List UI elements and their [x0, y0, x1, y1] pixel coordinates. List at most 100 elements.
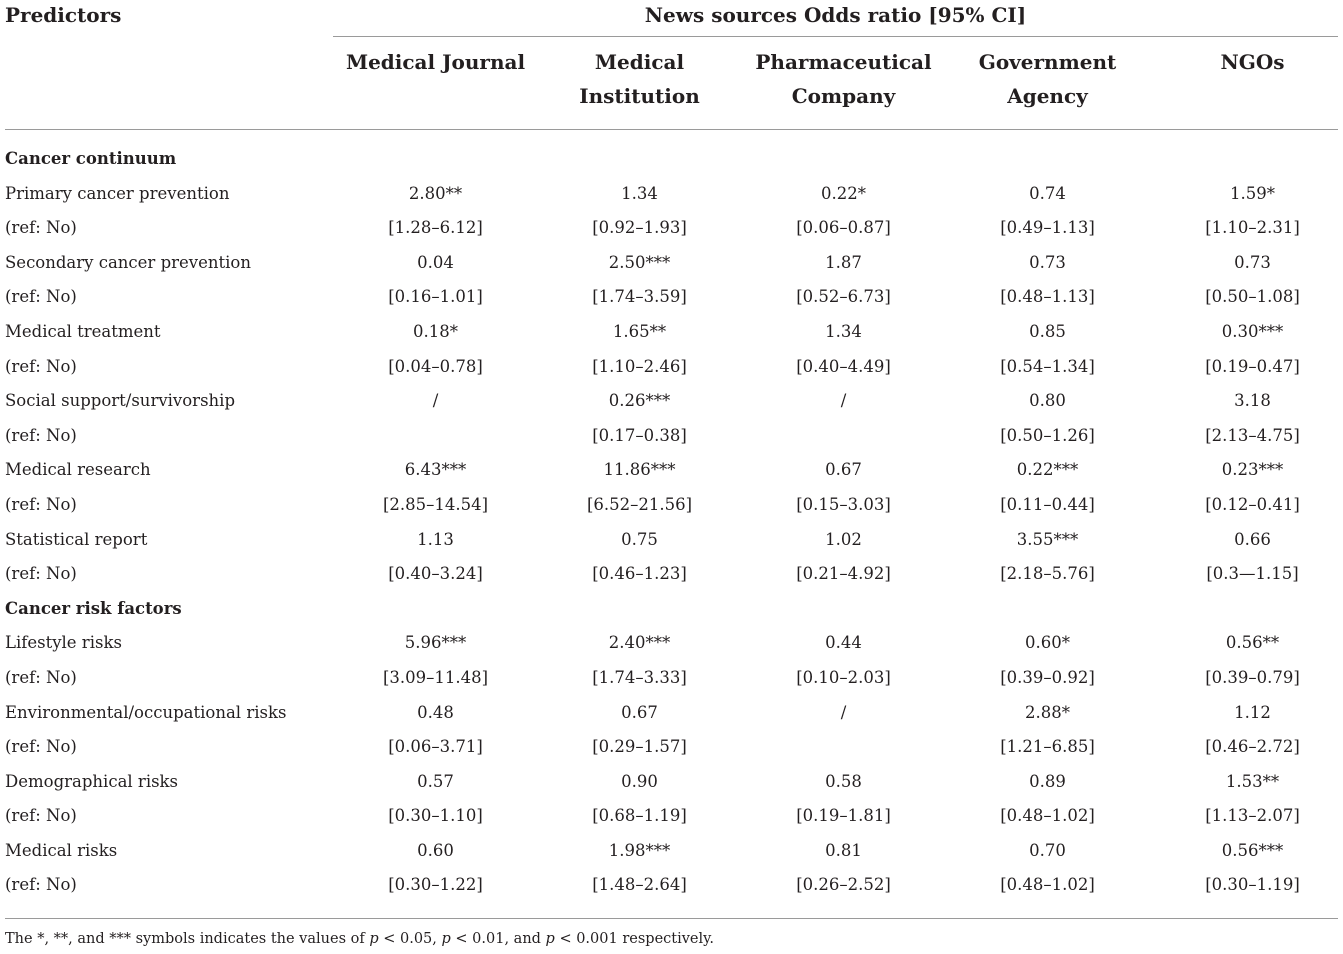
row-label: (ref: No): [5, 218, 77, 238]
table-cell: 11.86***: [603, 460, 676, 480]
row-label: Secondary cancer prevention: [5, 252, 251, 272]
table-cell: [0.30–1.22]: [388, 875, 483, 895]
table-cell: [1.10–2.46]: [592, 356, 687, 376]
table-row: Primary cancer prevention 2.80** 1.34 0.22*…: [0, 177, 1343, 212]
table-cell: [1.74–3.33]: [592, 667, 687, 687]
table-cell: [0.48–1.02]: [1000, 875, 1095, 895]
row-label: Environmental/occupational risks: [5, 702, 287, 722]
table-row: (ref: No) [0.30–1.10] [0.68–1.19] [0.19–1.8…: [0, 799, 1343, 834]
column-header-medical-institution: Medical Institution: [579, 50, 700, 108]
table-cell: 0.04: [417, 252, 454, 272]
row-label: Medical treatment: [5, 321, 161, 341]
table-cell: [0.06–3.71]: [388, 737, 483, 757]
table-cell: [1.28–6.12]: [388, 218, 483, 238]
table-cell: 2.80**: [408, 183, 463, 203]
table-cell: 0.66: [1234, 529, 1271, 549]
table-cell: 0.81: [825, 840, 862, 860]
table-cell: 1.59*: [1230, 183, 1275, 203]
section-label: Cancer risk factors: [5, 598, 182, 618]
row-label: (ref: No): [5, 356, 77, 376]
table-cell: [0.39–0.92]: [1000, 667, 1095, 687]
table-cell: [0.46–1.23]: [592, 564, 687, 584]
table-cell: [2.18–5.76]: [1000, 564, 1095, 584]
column-header-government-agency: Government Agency: [978, 50, 1117, 108]
table-cell: 0.89: [1029, 771, 1066, 791]
table-cell: [1.74–3.59]: [592, 287, 687, 307]
footnote: The *, **, and *** symbols indicates the…: [5, 931, 715, 947]
table-cell: [0.29–1.57]: [592, 737, 687, 757]
header-bottom-rule: [5, 129, 1338, 130]
table-row: Environmental/occupational risks 0.48 0.67…: [0, 696, 1343, 731]
table-cell: 2.88*: [1025, 702, 1070, 722]
table-cell: 3.18: [1234, 391, 1271, 411]
table-cell: [1.13–2.07]: [1205, 806, 1300, 826]
table-cell: 0.73: [1029, 252, 1066, 272]
row-label: Demographical risks: [5, 771, 179, 791]
section-row: Cancer risk factors: [0, 592, 1343, 627]
table-cell: /: [840, 702, 847, 722]
table-cell: 0.23***: [1221, 460, 1284, 480]
table-cell: 0.74: [1029, 183, 1066, 203]
news-sources-header: News sources Odds ratio [95% CI]: [644, 3, 1027, 27]
table-cell: 2.40***: [608, 633, 671, 653]
row-label: (ref: No): [5, 806, 77, 826]
table-cell: 0.44: [825, 633, 862, 653]
table-cell: 0.60*: [1025, 633, 1070, 653]
table-cell: [0.52–6.73]: [796, 287, 891, 307]
table-cell: 0.48: [417, 702, 454, 722]
table-cell: [6.52–21.56]: [586, 494, 693, 514]
row-label: Medical risks: [5, 840, 118, 860]
row-label: (ref: No): [5, 564, 77, 584]
table-cell: 1.34: [825, 321, 862, 341]
row-label: (ref: No): [5, 667, 77, 687]
table-cell: 0.56***: [1221, 840, 1284, 860]
table-cell: [0.11–0.44]: [1000, 494, 1095, 514]
table-cell: 0.85: [1029, 321, 1066, 341]
table-cell: [0.48–1.13]: [1000, 287, 1095, 307]
row-label: Medical research: [5, 460, 151, 480]
section-label: Cancer continuum: [5, 149, 177, 168]
table-cell: [2.13–4.75]: [1205, 425, 1300, 445]
table-cell: [0.40–3.24]: [388, 564, 483, 584]
table-row: (ref: No) [1.28–6.12] [0.92–1.93] [0.06–0.8…: [0, 211, 1343, 246]
table-cell: 0.67: [825, 460, 862, 480]
table-row: Medical risks 0.60 1.98*** 0.81 0.70 0.56***: [0, 834, 1343, 869]
table-row: Medical research 6.43*** 11.86*** 0.67 0.22*…: [0, 453, 1343, 488]
table-bottom-rule: [5, 918, 1338, 919]
row-label: Social support/survivorship: [5, 391, 236, 411]
table-row: (ref: No) [0.40–3.24] [0.46–1.23] [0.21–4.9…: [0, 557, 1343, 592]
table-cell: 1.53**: [1225, 771, 1280, 791]
table-cell: 0.18*: [413, 321, 458, 341]
table-cell: 3.55***: [1016, 529, 1079, 549]
table-cell: 0.73: [1234, 252, 1271, 272]
table-cell: [0.40–4.49]: [796, 356, 891, 376]
table-cell: /: [840, 391, 847, 411]
table-cell: [0.48–1.02]: [1000, 806, 1095, 826]
table-cell: 1.34: [621, 183, 658, 203]
table-row: Demographical risks 0.57 0.90 0.58 0.89 1.53*…: [0, 765, 1343, 800]
table-cell: [0.12–0.41]: [1205, 494, 1300, 514]
table-cell: 0.22***: [1016, 460, 1079, 480]
table-cell: 0.67: [621, 702, 658, 722]
column-header-medical-journal: Medical Journal: [345, 50, 526, 74]
table-cell: [0.26–2.52]: [796, 875, 891, 895]
table-cell: [1.10–2.31]: [1205, 218, 1300, 238]
table-cell: [1.48–2.64]: [592, 875, 687, 895]
table-cell: [0.49–1.13]: [1000, 218, 1095, 238]
table-cell: 1.65**: [612, 321, 667, 341]
table-row: Social support/survivorship / 0.26*** / 0.80…: [0, 384, 1343, 419]
table-cell: 1.02: [825, 529, 862, 549]
table-cell: [0.21–4.92]: [796, 564, 891, 584]
table-row: (ref: No) [0.04–0.78] [1.10–2.46] [0.40–4.4…: [0, 350, 1343, 385]
table-cell: 0.80: [1029, 391, 1066, 411]
table-row: (ref: No) [0.30–1.22] [1.48–2.64] [0.26–2.5…: [0, 868, 1343, 903]
table-cell: 0.60: [417, 840, 454, 860]
row-label: (ref: No): [5, 875, 77, 895]
table-row: (ref: No) [0.17–0.38] [0.50–1.26] [2.13–4.7…: [0, 419, 1343, 454]
table-cell: [0.04–0.78]: [388, 356, 483, 376]
table-cell: [0.46–2.72]: [1205, 737, 1300, 757]
table-cell: [0.15–3.03]: [796, 494, 891, 514]
table-cell: [0.3—1.15]: [1206, 564, 1299, 584]
table-cell: [2.85–14.54]: [382, 494, 489, 514]
table-cell: [0.50–1.08]: [1205, 287, 1300, 307]
